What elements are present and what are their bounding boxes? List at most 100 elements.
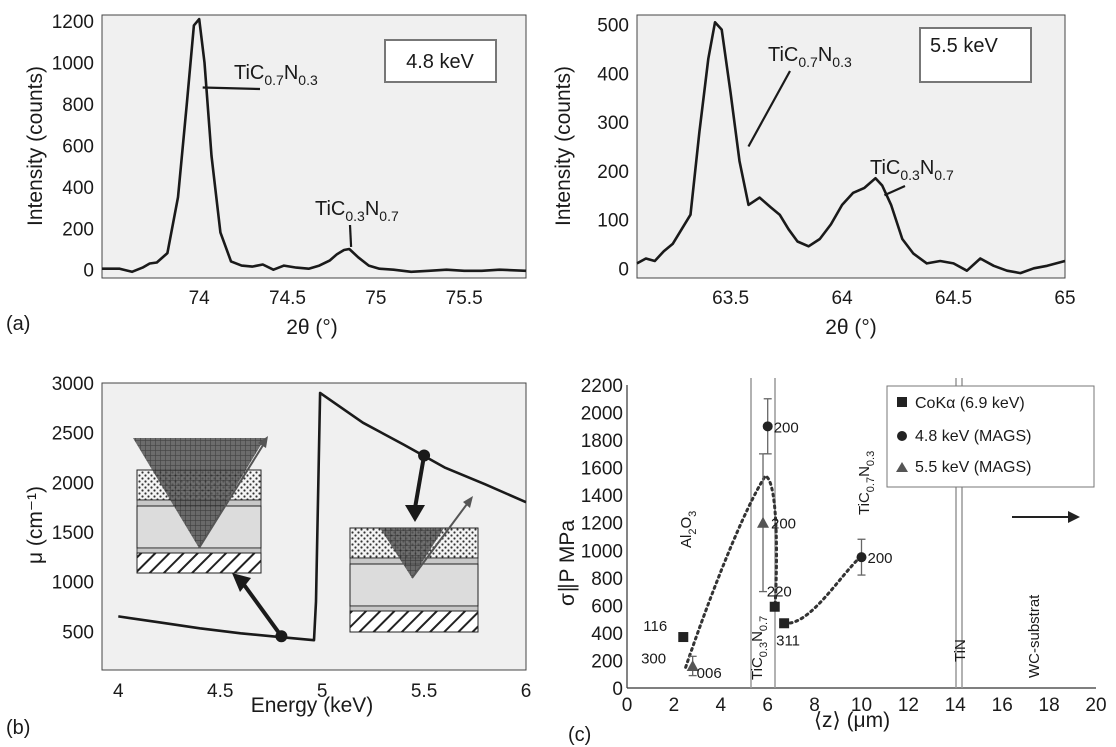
ytick-b: 1000	[52, 573, 94, 594]
ytick-a1: 200	[62, 219, 94, 240]
data-point-label: 200	[774, 419, 799, 436]
data-point-circle	[856, 552, 867, 563]
layer-label-tic03n07: TiC0.3N0.7	[749, 616, 770, 680]
ytick-c: 800	[591, 569, 623, 590]
legend-box-a1: 4.8 keV	[406, 51, 474, 73]
ytick-a2: 200	[597, 162, 629, 183]
xtick-b: 4.5	[207, 681, 233, 702]
xtick-b: 5	[317, 681, 328, 702]
ylabel-c: σ∥P MPa	[556, 520, 579, 606]
series-line-mu	[118, 391, 527, 642]
xlabel-a2: 2θ (°)	[825, 316, 877, 339]
xlabel-a1: 2θ (°)	[286, 316, 338, 339]
ytick-a2: 300	[597, 113, 629, 134]
ytick-a1: 1000	[52, 54, 94, 75]
panel-c: Al2O3 TiC0.3N0.7 TiC0.7N0.3 TiN WC-subst…	[581, 376, 1107, 716]
data-point-square	[779, 618, 790, 629]
ylabel-b: μ (cm⁻¹)	[24, 486, 47, 564]
data-point-square	[769, 601, 780, 612]
layer-label-al2o3: Al2O3	[678, 511, 699, 548]
layer-stack-inset-left	[133, 436, 268, 574]
peak-label-tic03n07: TiC0.3N0.7	[315, 198, 399, 224]
peak-label-tic07n03: TiC0.7N0.3	[234, 62, 318, 88]
panel-label-a: (a)	[6, 313, 30, 335]
data-point-triangle	[686, 659, 699, 671]
panel-a-left: 4.8 keV 0 200 400 600 800 1000 1200 74 74.5 75 75.…	[52, 12, 527, 309]
xtick-c: 18	[1039, 695, 1060, 716]
legend-entry-cokalpha: CoKα (6.9 keV)	[915, 395, 1025, 412]
ytick-a1: 600	[62, 136, 94, 157]
panel-b: 500 1000 1500 2000 2500 3000 4 4.5 5 5.5 6	[52, 374, 532, 702]
ylabel-a2: Intensity (counts)	[552, 66, 575, 226]
peak-label-tic03n07: TiC0.3N0.7	[870, 157, 954, 183]
xtick-a1: 75.5	[446, 288, 483, 309]
ytick-c: 1000	[581, 541, 623, 562]
peak-label-tic07n03: TiC0.7N0.3	[768, 44, 852, 70]
xtick-c: 4	[716, 695, 727, 716]
peak-pointer-tic03n07	[883, 184, 906, 197]
ytick-b: 500	[62, 622, 94, 643]
ytick-c: 1800	[581, 431, 623, 452]
data-point-circle	[762, 421, 773, 432]
ytick-c: 400	[591, 624, 623, 645]
arrowhead-right-inset	[405, 505, 425, 522]
legend-triangle-marker	[896, 462, 908, 472]
xtick-b: 6	[521, 681, 532, 702]
ytick-b: 2000	[52, 473, 94, 494]
xtick-a1: 74	[189, 288, 211, 309]
ytick-c: 600	[591, 596, 623, 617]
xtick-a2: 64	[832, 288, 854, 309]
xtick-a1: 75	[365, 288, 386, 309]
xlabel-c: ⟨z⟩ (μm)	[814, 709, 890, 732]
layer-label-tic07n03: TiC0.7N0.3	[856, 451, 877, 515]
legend-square-marker	[897, 397, 907, 407]
ytick-a2: 0	[618, 259, 629, 280]
arrowhead-left-inset	[232, 573, 251, 592]
arrow-to-left-inset	[240, 580, 284, 638]
ytick-a2: 500	[597, 16, 629, 37]
ytick-a2: 400	[597, 64, 629, 85]
ytick-c: 1200	[581, 514, 623, 535]
ytick-a1: 400	[62, 178, 94, 199]
xtick-c: 14	[945, 695, 967, 716]
ytick-a2: 100	[597, 211, 629, 232]
legend-entry-48kev: 4.8 keV (MAGS)	[915, 428, 1031, 445]
xtick-a2: 65	[1054, 288, 1075, 309]
ytick-a1: 800	[62, 95, 94, 116]
ytick-c: 0	[612, 679, 623, 700]
xtick-c: 16	[992, 695, 1013, 716]
data-point-label: 006	[697, 665, 722, 682]
xtick-a2: 64.5	[935, 288, 972, 309]
data-point-label: 311	[776, 632, 800, 649]
ytick-a1: 1200	[52, 12, 94, 33]
guide-curve-left	[684, 474, 779, 669]
xtick-c: 6	[762, 695, 773, 716]
ytick-c: 1400	[581, 486, 623, 507]
xtick-a2: 63.5	[712, 288, 749, 309]
panel-label-b: (b)	[6, 717, 30, 739]
xtick-c: 20	[1085, 695, 1106, 716]
ytick-b: 1500	[52, 523, 94, 544]
data-point-square	[678, 632, 689, 643]
xtick-c: 10	[851, 695, 872, 716]
ytick-b: 3000	[52, 374, 94, 395]
xtick-a1: 74.5	[269, 288, 306, 309]
peak-pointer-tic07n03	[202, 86, 261, 91]
panel-label-c: (c)	[568, 724, 591, 746]
peak-pointer-tic03n07	[348, 224, 353, 247]
xtick-b: 4	[113, 681, 124, 702]
layer-label-wc-substrat: WC-substrat	[1026, 594, 1043, 678]
ytick-c: 2000	[581, 404, 623, 425]
ylabel-a1: Intensity (counts)	[24, 66, 47, 226]
layer-label-tin: TiN	[952, 639, 969, 662]
legend-entry-55kev: 5.5 keV (MAGS)	[915, 459, 1031, 476]
xtick-c: 2	[669, 695, 680, 716]
layer-stack-inset-right	[349, 496, 479, 633]
data-point-label: 200	[771, 516, 796, 533]
series-line-a1	[102, 17, 527, 274]
xlabel-b: Energy (keV)	[251, 694, 374, 717]
legend-box-a2: 5.5 keV	[930, 35, 998, 57]
xtick-c: 8	[809, 695, 820, 716]
legend-circle-marker	[897, 431, 907, 441]
guide-curve-right	[782, 554, 863, 625]
